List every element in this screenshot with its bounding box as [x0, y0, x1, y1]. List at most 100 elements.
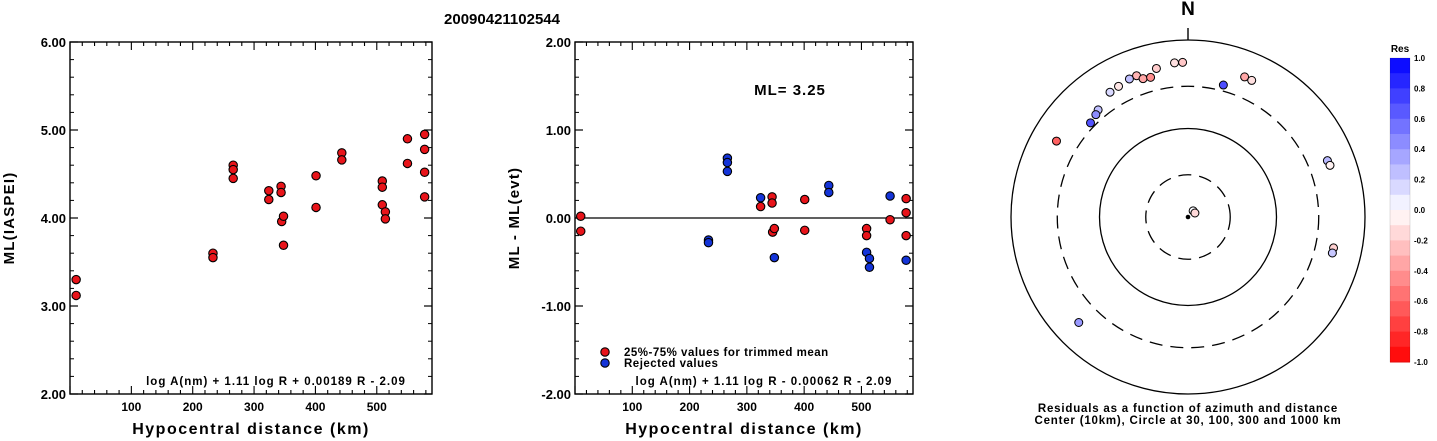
colorbar-tick-label: 0.8: [1414, 84, 1426, 93]
y-tick-label: 6.00: [41, 35, 66, 50]
data-point: [419, 129, 430, 140]
data-point: [861, 230, 872, 241]
y-axis-label: ML - ML(evt): [506, 167, 523, 269]
data-point: [799, 194, 810, 205]
data-point: [799, 225, 810, 236]
y-tick-label: 0.00: [546, 211, 571, 226]
x-tick-label: 300: [737, 400, 757, 414]
colorbar-cell: [1390, 331, 1410, 348]
data-point: [769, 252, 780, 263]
colorbar-cell: [1390, 225, 1410, 241]
colorbar-cell: [1390, 118, 1410, 135]
colorbar-cell: [1390, 270, 1410, 287]
distance-circle: [1056, 85, 1320, 349]
data-point: [419, 167, 430, 177]
station-marker: [1086, 118, 1096, 128]
colorbar-cell: [1390, 301, 1410, 317]
colorbar-tick-label: -1.0: [1414, 358, 1428, 367]
station-marker: [1170, 58, 1180, 68]
y-tick-label: 5.00: [41, 123, 66, 138]
colorbar-cell: [1390, 164, 1410, 181]
data-point: [901, 193, 911, 204]
data-point: [419, 192, 430, 202]
colorbar-tick-label: 1.0: [1414, 54, 1426, 63]
data-point: [377, 182, 388, 192]
colorbar-cell: [1390, 194, 1410, 211]
station-marker: [1114, 81, 1124, 91]
x-tick-label: 100: [121, 400, 141, 414]
colorbar-cell: [1390, 179, 1410, 196]
colorbar-tick-label: 0.6: [1414, 115, 1426, 124]
x-tick-label: 200: [680, 400, 700, 414]
station-marker: [1091, 110, 1101, 120]
y-axis-label: ML(IASPEI): [1, 172, 18, 265]
map-caption: Center (10km), Circle at 30, 100, 300 an…: [1034, 415, 1341, 427]
data-point: [824, 187, 834, 198]
station-marker: [1138, 74, 1148, 84]
data-point: [864, 262, 875, 273]
data-point: [767, 198, 777, 208]
data-point: [276, 187, 286, 198]
north-label: N: [1181, 0, 1195, 20]
y-tick-label: 3.00: [41, 299, 66, 314]
station-marker: [1240, 72, 1250, 82]
station-marker: [1218, 80, 1228, 90]
data-point: [755, 201, 766, 212]
data-point: [380, 214, 391, 224]
distance-circle: [1098, 127, 1278, 307]
y-tick-label: 2.00: [546, 35, 571, 50]
x-tick-label: 400: [794, 400, 814, 414]
data-point: [208, 252, 218, 263]
x-tick-label: 300: [244, 400, 264, 414]
formula-label: log A(nm) + 1.11 log R + 0.00189 R - 2.0…: [146, 376, 406, 388]
page-title: 20090421102544: [444, 11, 561, 28]
data-point: [228, 173, 238, 184]
colorbar-tick-label: -0.8: [1414, 328, 1428, 337]
distance-circle: [1010, 39, 1366, 395]
data-point: [575, 226, 586, 236]
data-point: [722, 166, 733, 177]
data-point: [885, 191, 895, 201]
colorbar-tick-label: -0.2: [1414, 236, 1428, 245]
data-point: [703, 237, 714, 248]
x-tick-label: 100: [622, 400, 642, 414]
x-tick-label: 500: [851, 400, 871, 414]
data-point: [755, 193, 766, 203]
y-tick-label: 4.00: [41, 211, 66, 226]
data-point: [228, 164, 238, 175]
data-point: [901, 207, 911, 218]
colorbar-tick-label: -0.4: [1414, 267, 1428, 276]
data-point: [575, 211, 586, 221]
legend-label: 25%-75% values for trimmed mean: [624, 347, 829, 359]
colorbar-cell: [1390, 103, 1410, 120]
y-tick-label: -1.00: [541, 299, 571, 314]
data-point: [264, 194, 274, 205]
plot-frame: [69, 41, 433, 395]
colorbar-tick-label: 0.4: [1414, 145, 1426, 154]
formula-label: log A(nm) + 1.11 log R - 0.00062 R - 2.0…: [636, 376, 893, 388]
x-axis-label: Hypocentral distance (km): [625, 421, 863, 438]
data-point: [311, 202, 321, 213]
colorbar-cell: [1390, 134, 1410, 150]
station-marker: [1051, 136, 1061, 146]
y-tick-label: 2.00: [41, 387, 66, 402]
data-point: [402, 158, 413, 169]
data-point: [311, 171, 321, 181]
colorbar-tick-label: -0.6: [1414, 297, 1428, 306]
data-point: [901, 230, 911, 241]
station-marker: [1074, 317, 1084, 327]
station-marker: [1178, 57, 1188, 67]
station-marker: [1124, 74, 1134, 84]
x-tick-label: 200: [183, 400, 203, 414]
legend-label: Rejected values: [624, 358, 718, 370]
x-tick-label: 500: [367, 400, 387, 414]
colorbar-cell: [1390, 210, 1410, 226]
y-tick-label: -2.00: [541, 387, 571, 402]
station-marker: [1151, 63, 1161, 73]
distance-circle: [1145, 174, 1231, 260]
map-caption: Residuals as a function of azimuth and d…: [1038, 403, 1338, 415]
colorbar-cell: [1390, 149, 1410, 165]
colorbar-cell: [1390, 286, 1410, 302]
azimuth-residual-map: N Residuals as a function of azimuth and …: [1010, 0, 1428, 427]
colorbar-title: Res: [1391, 44, 1410, 55]
